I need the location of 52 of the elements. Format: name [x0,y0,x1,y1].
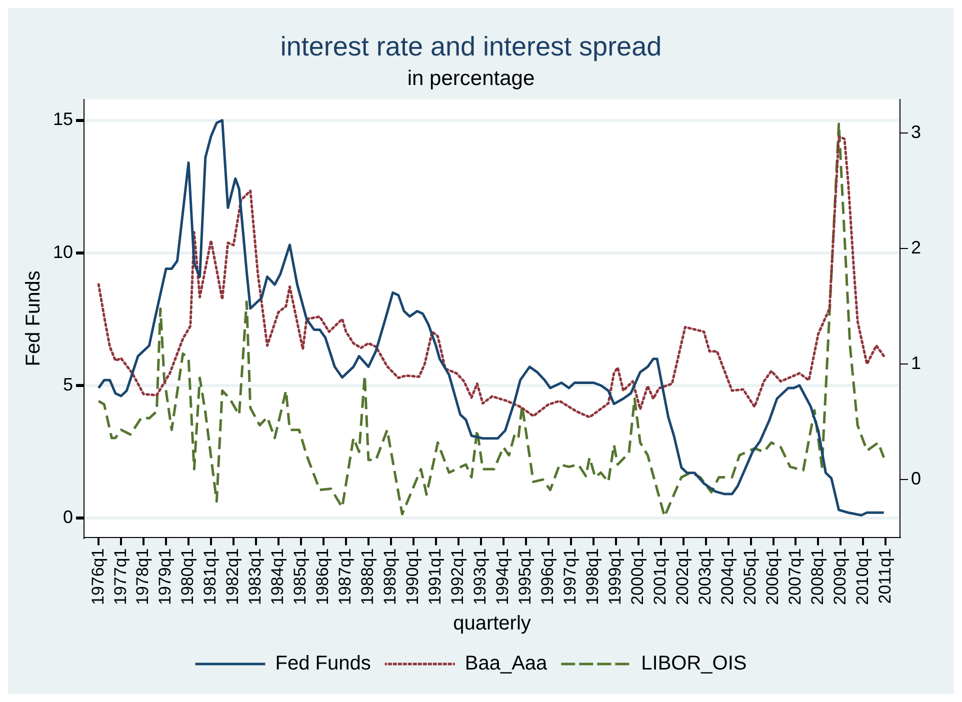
x-axis-title: quarterly [453,612,531,635]
x-tick-label: 1984q1 [268,548,288,606]
x-tick-label: 1992q1 [448,548,468,606]
legend-label: LIBOR_OIS [641,652,747,675]
x-tick-label: 1996q1 [538,548,558,606]
x-tick-label: 1982q1 [223,548,242,606]
x-tick-label: 1989q1 [380,548,400,606]
chart-title: interest rate and interest spread [280,32,662,62]
x-tick-label: 1991q1 [426,548,445,606]
x-tick-label: 1979q1 [156,548,175,606]
x-tick-label: 1995q1 [516,548,535,606]
x-tick-label: 1998q1 [583,548,602,606]
x-tick-label: 2005q1 [740,548,760,606]
y2-tick-label: 1 [910,353,922,374]
y-tick-label: 0 [63,506,74,527]
line-series [97,135,886,418]
x-tick-label: 2002q1 [672,548,692,606]
legend-label: Fed Funds [275,652,371,675]
x-tick-label: 1983q1 [246,548,265,606]
x-tick-label: 1994q1 [493,548,512,606]
x-tick-label: 1977q1 [110,548,130,606]
x-tick-label: 2008q1 [808,548,827,606]
x-tick-label: 2009q1 [830,548,850,606]
legend-label: Baa_Aaa [464,652,548,675]
y-tick-label: 5 [63,374,74,394]
y2-tick-label: 3 [910,122,922,142]
x-tick-label: 1978q1 [133,548,152,606]
y2-tick-label: 0 [910,468,922,488]
y-tick-label: 15 [52,109,74,130]
y2-tick-label: 2 [910,238,922,258]
x-tick-label: 2006q1 [762,548,782,606]
x-tick-label: 1993q1 [470,548,490,606]
x-tick-label: 1988q1 [358,548,378,606]
x-tick-label: 2004q1 [718,548,737,606]
x-tick-label: 2010q1 [852,548,872,606]
y-axis-title: Fed Funds [22,270,45,366]
x-tick-label: 2001q1 [650,548,670,606]
y-tick-label: 10 [52,242,74,262]
x-tick-label: 1985q1 [290,548,310,606]
x-tick-label: 2011q1 [875,548,894,604]
x-tick-label: 1990q1 [403,548,422,606]
x-tick-label: 2007q1 [785,548,804,606]
x-tick-label: 1980q1 [178,548,198,606]
chart-subtitle: in percentage [407,66,535,90]
x-tick-label: 1976q1 [88,548,108,606]
x-tick-label: 1999q1 [606,548,625,606]
x-tick-label: 2003q1 [695,548,714,606]
x-tick-label: 1997q1 [560,548,580,606]
x-tick-label: 1986q1 [313,548,332,606]
x-tick-label: 2000q1 [628,548,648,606]
x-tick-label: 1981q1 [200,548,220,606]
x-tick-label: 1987q1 [336,548,355,606]
